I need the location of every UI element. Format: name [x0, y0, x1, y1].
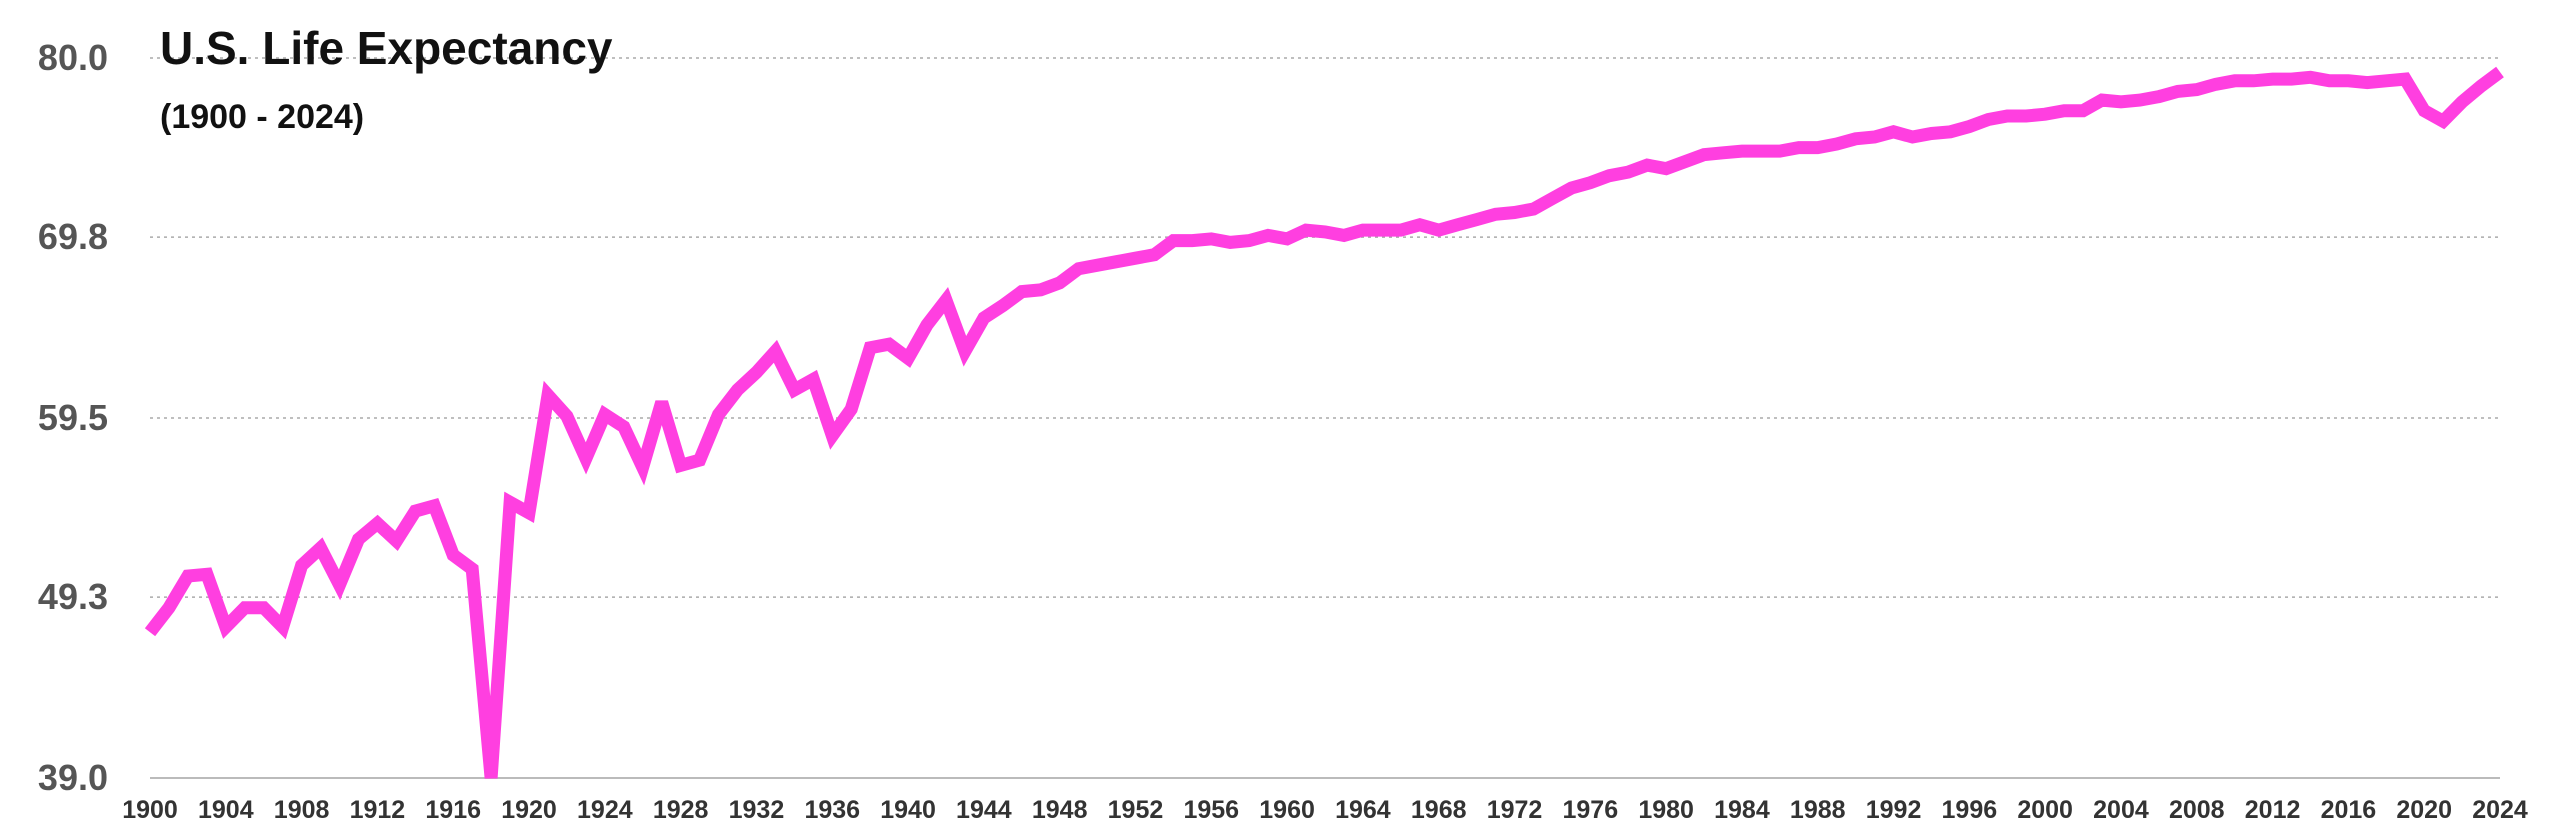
- x-tick-label: 1952: [1108, 796, 1164, 824]
- x-tick-label: 1996: [1942, 796, 1998, 824]
- chart-subtitle: (1900 - 2024): [160, 98, 364, 136]
- series-layer: [144, 66, 2504, 779]
- x-tick-label: 2024: [2472, 796, 2528, 824]
- x-tick-label: 1984: [1714, 796, 1770, 824]
- x-tick-label: 1964: [1335, 796, 1391, 824]
- x-axis-ticks: 1900 1904 1908 1912 1916 1920 1924 1928 1932 1936…: [122, 796, 2528, 824]
- x-tick-label: 1904: [198, 796, 254, 824]
- x-tick-label: 1920: [501, 796, 557, 824]
- x-tick-label: 2008: [2169, 796, 2225, 824]
- x-tick-label: 1968: [1411, 796, 1467, 824]
- x-tick-label: 1944: [956, 796, 1012, 824]
- x-tick-label: 1928: [653, 796, 709, 824]
- chart-title: U.S. Life Expectancy: [160, 22, 613, 74]
- x-tick-label: 2000: [2017, 796, 2073, 824]
- x-tick-label: 1916: [425, 796, 481, 824]
- x-tick-label: 1956: [1183, 796, 1239, 824]
- x-tick-label: 2012: [2245, 796, 2301, 824]
- x-tick-label: 1936: [804, 796, 860, 824]
- gridlines: [150, 57, 2500, 779]
- x-tick-label: 1988: [1790, 796, 1846, 824]
- x-tick-label: 1976: [1563, 796, 1619, 824]
- series-line: [144, 66, 2504, 779]
- y-tick-label: 49.3: [38, 576, 108, 617]
- y-tick-label: 39.0: [38, 757, 108, 798]
- y-tick-label: 80.0: [38, 37, 108, 78]
- x-tick-label: 1960: [1259, 796, 1315, 824]
- x-tick-label: 1932: [729, 796, 785, 824]
- y-tick-label: 69.8: [38, 216, 108, 257]
- x-tick-label: 1980: [1638, 796, 1694, 824]
- x-tick-label: 1924: [577, 796, 633, 824]
- x-tick-label: 1900: [122, 796, 178, 824]
- x-tick-label: 1992: [1866, 796, 1922, 824]
- x-tick-label: 2004: [2093, 796, 2149, 824]
- y-tick-label: 59.5: [38, 397, 108, 438]
- x-tick-label: 1948: [1032, 796, 1088, 824]
- x-tick-label: 2020: [2396, 796, 2452, 824]
- x-tick-label: 1908: [274, 796, 330, 824]
- x-tick-label: 2016: [2321, 796, 2377, 824]
- x-tick-label: 1940: [880, 796, 936, 824]
- x-tick-label: 1972: [1487, 796, 1543, 824]
- y-axis-ticks: 39.0 49.3 59.5 69.8 80.0: [38, 37, 108, 798]
- x-tick-label: 1912: [350, 796, 406, 824]
